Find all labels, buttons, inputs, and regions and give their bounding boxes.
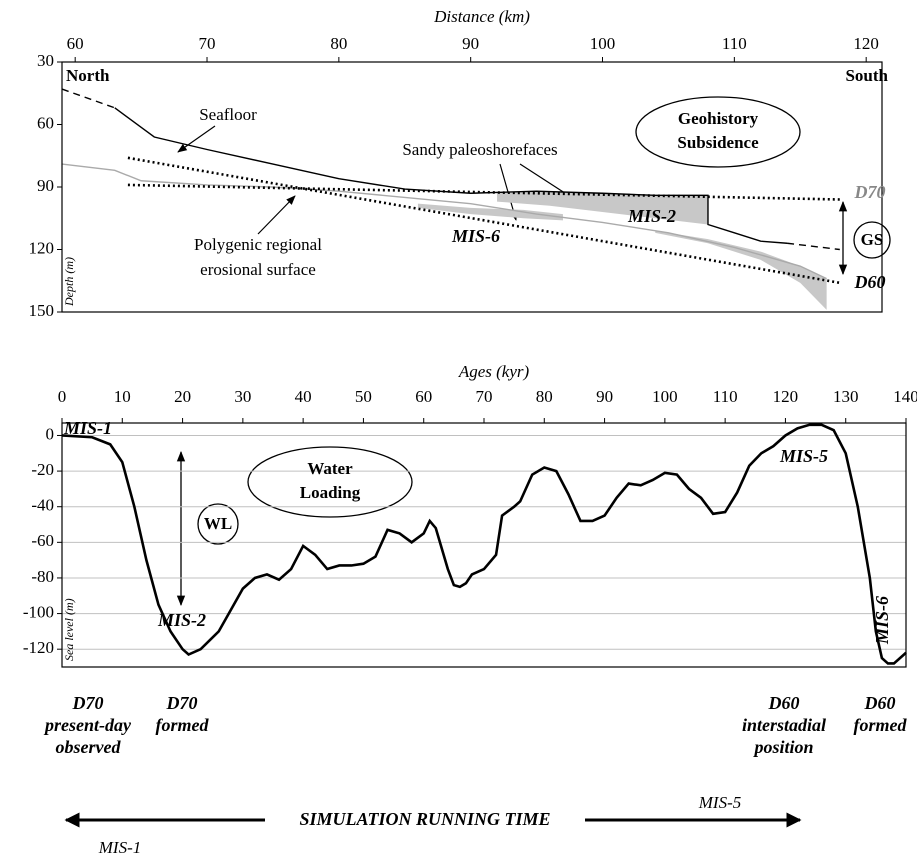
annotation: SIMULATION RUNNING TIME [299,809,550,829]
y-tick-label: 60 [37,113,54,132]
x-tick-label: 70 [476,387,493,406]
x-tick-label: 90 [462,34,479,53]
y-tick-label: -60 [31,531,54,550]
shaded-area [655,231,826,310]
annotation: MIS-5 [779,446,828,466]
annotation: Sandy paleoshorefaces [402,140,557,159]
annotation: MIS-6 [451,226,500,246]
shaded-area [497,191,708,224]
annotation: formed [156,715,210,735]
x-tick-label: 90 [596,387,613,406]
annotation: Geohistory [678,109,759,128]
data-line [128,185,840,200]
annotation: present-day [43,715,132,735]
annotation: D70 [166,693,198,713]
annotation: D70 [854,182,886,202]
seafloor-arrow [178,126,215,152]
x-tick-label: 50 [355,387,372,406]
data-line [115,108,787,243]
annotation: observed [56,737,122,757]
annotation: MIS-1 [63,418,112,438]
annotation: D70 [72,693,104,713]
x-tick-label: 120 [773,387,799,406]
y-tick-label: -100 [23,602,54,621]
annotation: formed [854,715,908,735]
plot-frame [62,62,882,312]
annotation: D60 [768,693,800,713]
y-tick-label: 30 [37,51,54,70]
annotation: GS [861,230,884,249]
annotation: position [752,737,813,757]
x-tick-label: 60 [415,387,432,406]
y-tick-label: -20 [31,460,54,479]
annotation: erosional surface [200,260,316,279]
x-tick-label: 140 [893,387,917,406]
annotation: Seafloor [199,105,257,124]
data-line [787,243,840,249]
annotation: MIS-2 [157,610,206,630]
data-line [62,89,115,108]
x-tick-label: 60 [67,34,84,53]
annotation: MIS-1 [98,838,141,857]
x-tick-label: 40 [295,387,312,406]
x-tick-label: 120 [853,34,879,53]
annotation: MIS-2 [627,206,676,226]
annotation: D60 [854,272,886,292]
y-tick-label: -80 [31,567,54,586]
bottom-layout [66,447,800,820]
axis-title: Ages (kyr) [458,362,530,381]
x-tick-label: 70 [199,34,216,53]
x-tick-label: 20 [174,387,191,406]
annotation: Subsidence [677,133,759,152]
y-tick-label: -120 [23,638,54,657]
annotation: interstadial [742,715,826,735]
annotation: D60 [864,693,896,713]
x-tick-label: 110 [713,387,738,406]
annotation: North [66,66,110,85]
x-tick-label: 100 [652,387,678,406]
y-axis-label: Depth (m) [62,257,76,307]
axis-title: Distance (km) [433,7,530,26]
x-tick-label: 110 [722,34,747,53]
annotation: WL [204,514,232,533]
x-tick-label: 0 [58,387,67,406]
y-tick-label: 150 [29,301,55,320]
x-tick-label: 130 [833,387,859,406]
data-line [62,164,827,279]
y-tick-label: 90 [37,176,54,195]
y-axis-label: Sea level (m) [62,598,76,661]
y-tick-label: -40 [31,496,54,515]
annotation: MIS-6 [872,596,892,645]
annotation: Polygenic regional [194,235,322,254]
y-tick-label: 0 [46,424,55,443]
x-tick-label: 30 [234,387,251,406]
x-tick-label: 80 [330,34,347,53]
x-tick-label: 10 [114,387,131,406]
annotation: MIS-5 [698,793,741,812]
y-tick-label: 120 [29,238,55,257]
annotation: South [845,66,888,85]
figure: 30609012015060708090100110120Distance (k… [0,0,917,861]
x-tick-label: 80 [536,387,553,406]
annotation: Water [307,459,353,478]
pointer-arrow [258,196,295,234]
annotation: Loading [300,483,361,502]
x-tick-label: 100 [590,34,616,53]
